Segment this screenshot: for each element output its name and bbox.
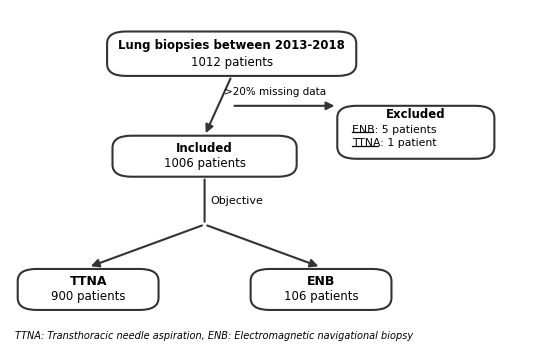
- FancyBboxPatch shape: [18, 269, 158, 310]
- Text: >20% missing data: >20% missing data: [223, 87, 326, 97]
- Text: Included: Included: [176, 142, 233, 155]
- FancyBboxPatch shape: [113, 136, 296, 177]
- Text: 900 patients: 900 patients: [51, 290, 125, 303]
- Text: TTNA: Transthoracic needle aspiration, ENB: Electromagnetic navigational biopsy: TTNA: Transthoracic needle aspiration, E…: [15, 331, 413, 341]
- Text: TTNA: 1 patient: TTNA: 1 patient: [352, 138, 436, 148]
- Text: 106 patients: 106 patients: [284, 290, 359, 303]
- FancyBboxPatch shape: [251, 269, 392, 310]
- Text: TTNA: TTNA: [69, 275, 107, 288]
- Text: Lung biopsies between 2013-2018: Lung biopsies between 2013-2018: [118, 38, 345, 52]
- Text: Objective: Objective: [210, 196, 263, 205]
- Text: 1012 patients: 1012 patients: [191, 56, 273, 69]
- Text: 1006 patients: 1006 patients: [163, 157, 246, 170]
- Text: Excluded: Excluded: [386, 108, 446, 121]
- Text: ENB: 5 patients: ENB: 5 patients: [352, 125, 436, 134]
- Text: ENB: ENB: [307, 275, 336, 288]
- FancyBboxPatch shape: [107, 32, 356, 76]
- FancyBboxPatch shape: [337, 106, 494, 159]
